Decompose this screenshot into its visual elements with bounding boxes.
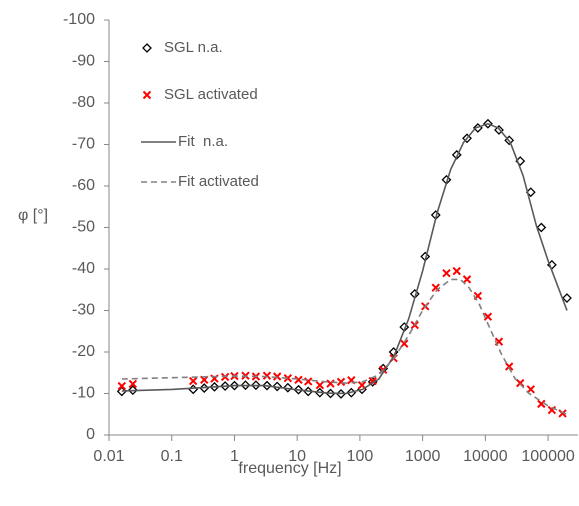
y-tick-label: -20 <box>72 343 95 360</box>
y-tick-label: -90 <box>72 53 95 70</box>
y-tick-label: -10 <box>72 385 95 402</box>
x-tick-label: 0.01 <box>93 448 124 465</box>
legend-label: Fit activated <box>178 173 259 190</box>
x-marker <box>368 376 377 386</box>
y-tick-label: -70 <box>72 136 95 153</box>
x-marker <box>188 376 198 386</box>
x-marker <box>272 372 282 381</box>
x-marker <box>431 283 440 292</box>
y-tick-label: -60 <box>72 177 95 194</box>
x-tick-label: 1 <box>230 448 239 465</box>
y-axis-label: φ [°] <box>18 207 48 224</box>
x-tick-label: 1000 <box>405 448 441 465</box>
diamond-marker <box>536 222 547 233</box>
x-tick-label: 10 <box>288 448 306 465</box>
x-marker <box>442 268 451 278</box>
x-tick-label: 100 <box>347 448 374 465</box>
y-tick-label: -40 <box>72 260 95 277</box>
x-marker <box>315 380 325 390</box>
x-marker <box>483 312 493 321</box>
x-tick-label: 10000 <box>463 448 508 465</box>
legend-label: SGL n.a. <box>164 39 223 56</box>
x-marker <box>304 377 313 386</box>
x-tick-label: 0.1 <box>161 448 183 465</box>
x-marker <box>558 409 567 418</box>
x-marker <box>142 90 152 100</box>
x-marker <box>128 379 138 389</box>
x-marker <box>326 379 335 388</box>
fit-line <box>121 278 568 416</box>
x-marker <box>452 266 461 276</box>
x-marker <box>294 375 303 385</box>
x-tick-label: 100000 <box>521 448 574 465</box>
y-tick-label: -80 <box>72 94 95 111</box>
y-tick-label: -50 <box>72 219 95 236</box>
legend-label: Fit n.a. <box>178 133 228 150</box>
diamond-marker <box>451 149 462 160</box>
y-tick-label: -30 <box>72 302 95 319</box>
x-marker <box>262 371 272 380</box>
legend-label: SGL activated <box>164 86 258 103</box>
x-marker <box>283 373 293 383</box>
diamond-marker <box>188 384 199 395</box>
x-marker <box>537 399 546 409</box>
x-marker <box>336 377 346 387</box>
diamond-marker <box>562 293 572 303</box>
x-axis-label: frequency [Hz] <box>238 460 341 477</box>
x-marker <box>462 275 472 284</box>
diamond-marker <box>142 43 152 53</box>
x-marker <box>117 381 127 391</box>
x-marker <box>504 362 514 371</box>
y-tick-label: -100 <box>63 11 95 28</box>
fit-line <box>121 122 568 395</box>
y-tick-label: 0 <box>86 426 95 443</box>
diamond-marker <box>282 382 293 393</box>
